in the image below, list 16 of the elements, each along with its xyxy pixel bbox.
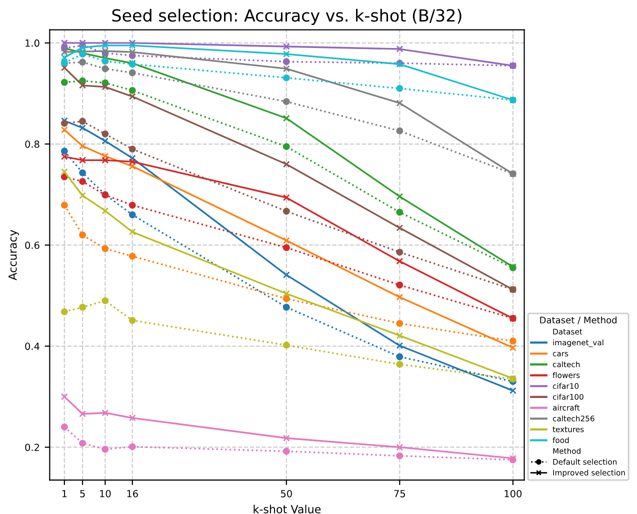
x-tick-label: 1 bbox=[62, 490, 67, 498]
y-tick-label: 1.0 bbox=[26, 39, 40, 47]
x-tick-label: 50 bbox=[280, 490, 292, 498]
y-axis-title: Accuracy bbox=[8, 230, 19, 280]
x-tick-label: 100 bbox=[504, 490, 522, 498]
y-tick-label: 0.8 bbox=[25, 140, 40, 148]
x-tick-label: 10 bbox=[100, 490, 111, 498]
x-tick-label: 16 bbox=[127, 490, 138, 498]
x-tick-label: 75 bbox=[394, 490, 405, 498]
x-tick-label: 5 bbox=[80, 490, 85, 498]
y-tick-label: 0.6 bbox=[25, 242, 40, 249]
x-axis-title: k-shot Value bbox=[254, 504, 321, 514]
y-tick-label: 0.2 bbox=[25, 444, 39, 452]
legend-title: Dataset / Method bbox=[540, 316, 616, 324]
y-tick-label: 0.4 bbox=[25, 342, 40, 350]
chart-title: Seed selection: Accuracy vs. k-shot (B/32) bbox=[112, 8, 462, 25]
